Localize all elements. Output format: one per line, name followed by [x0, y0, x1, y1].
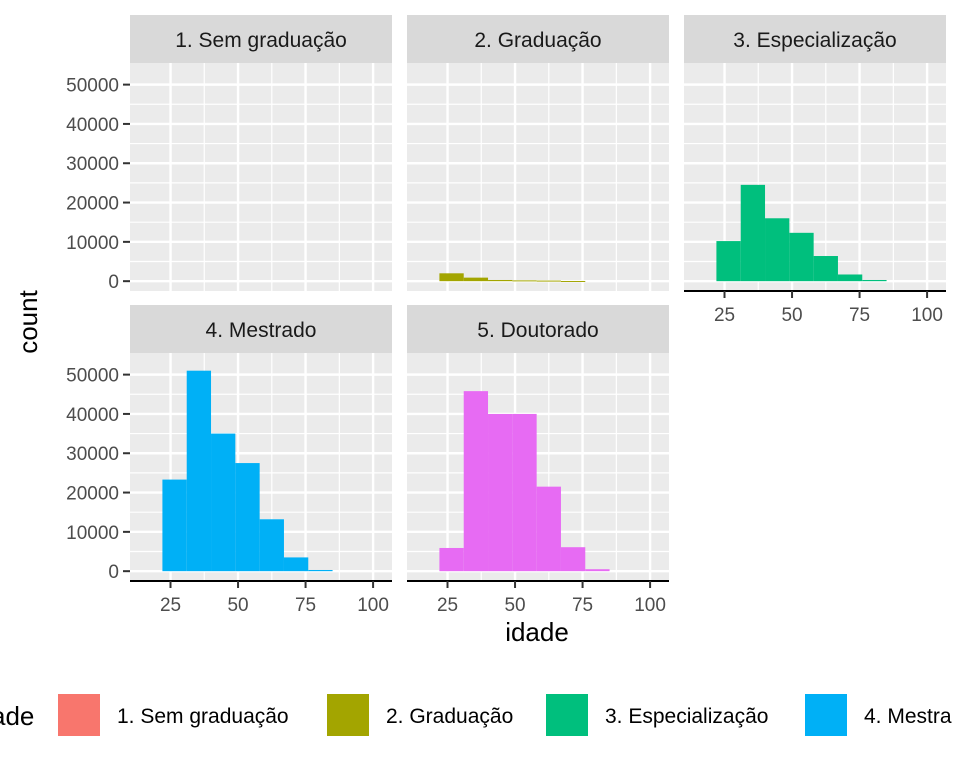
x-tick-label: 100 — [634, 595, 666, 616]
x-tick-label: 25 — [714, 305, 735, 326]
histogram-bar — [536, 280, 561, 282]
histogram-bar — [837, 274, 863, 282]
histogram-bar — [765, 218, 790, 282]
facet-strip — [130, 305, 392, 353]
histogram-bar — [463, 277, 489, 282]
histogram-bar — [439, 273, 464, 282]
facet-strip — [130, 15, 392, 63]
histogram-bar — [813, 256, 838, 282]
facet-strip-label: 4. Mestrado — [206, 319, 317, 342]
y-tick-label: 10000 — [66, 523, 119, 544]
histogram-bar — [488, 413, 513, 572]
legend-key-swatch — [58, 694, 100, 736]
x-tick-label: 75 — [849, 305, 870, 326]
histogram-bar — [235, 463, 260, 572]
y-tick-label: 0 — [108, 272, 119, 293]
facet-strip — [407, 15, 669, 63]
y-tick-label: 50000 — [66, 366, 119, 387]
x-tick-label: 100 — [911, 305, 943, 326]
legend-key-swatch — [546, 694, 588, 736]
histogram-bar — [862, 279, 887, 282]
histogram-bar — [439, 547, 464, 572]
legend-key-swatch — [805, 694, 847, 736]
histogram-bar — [716, 241, 741, 282]
histogram-bar — [512, 280, 537, 282]
x-tick-label: 75 — [572, 595, 593, 616]
x-tick-label: 75 — [295, 595, 316, 616]
x-tick-label: 50 — [504, 595, 525, 616]
histogram-bar — [512, 413, 537, 572]
x-tick-label: 50 — [227, 595, 248, 616]
x-tick-label: 100 — [357, 595, 389, 616]
facet-panel: 1. Sem graduação 0 10000 20000 30000 40000 500… — [66, 15, 392, 293]
x-tick-label: 25 — [437, 595, 458, 616]
y-tick-label: 20000 — [66, 194, 119, 215]
y-tick-label: 30000 — [66, 154, 119, 175]
legend-item-label: 3. Especialização — [605, 705, 768, 728]
histogram-bar — [259, 519, 284, 572]
facet-strip-label: 3. Especialização — [733, 29, 896, 52]
histogram-bar — [186, 370, 212, 572]
histogram-bar — [162, 479, 187, 572]
x-axis-title: idade — [505, 617, 569, 647]
x-tick-label: 50 — [781, 305, 802, 326]
facet-strip-label: 1. Sem graduação — [175, 29, 347, 52]
y-tick-label: 30000 — [66, 444, 119, 465]
histogram-bar — [211, 433, 236, 572]
histogram-bar — [585, 569, 610, 572]
facet-strip — [684, 15, 946, 63]
histogram-bar — [536, 486, 561, 572]
y-tick-label: 40000 — [66, 115, 119, 136]
facet-strip — [407, 305, 669, 353]
legend-item-label: 1. Sem graduação — [117, 705, 289, 728]
legend: 1. Sem graduação 2. Graduação 3. Especiali… — [58, 694, 952, 736]
facet-panels: 1. Sem graduação010000200003000040000500… — [66, 15, 946, 616]
histogram-bar — [463, 391, 489, 572]
x-tick-label: 25 — [160, 595, 181, 616]
facet-strip-label: 2. Graduação — [474, 29, 601, 52]
y-axis-title: count — [13, 289, 43, 353]
legend-title: ade — [0, 701, 34, 731]
histogram-bar — [740, 184, 766, 282]
histogram-bar — [308, 569, 333, 572]
histogram-bar — [488, 279, 513, 282]
y-tick-label: 40000 — [66, 405, 119, 426]
facet-panel: 5. Doutorado 25 50 75 100 — [407, 305, 669, 616]
panel-background — [407, 63, 669, 291]
facet-panel: 4. Mestrado 0 10000 20000 30000 40000 50000 25 5… — [66, 305, 392, 616]
legend-key-swatch — [327, 694, 369, 736]
legend-item-label: 2. Graduação — [386, 705, 513, 728]
histogram-bar — [560, 547, 586, 572]
histogram-bar — [283, 557, 309, 572]
histogram-bar — [789, 232, 814, 282]
panel-background — [130, 63, 392, 291]
facet-panel: 2. Graduação — [407, 15, 669, 291]
y-tick-label: 20000 — [66, 484, 119, 505]
histogram-bar — [560, 280, 586, 282]
legend-item-label: 4. Mestra — [864, 705, 952, 728]
facet-panel: 3. Especialização 25 50 75 100 — [684, 15, 946, 326]
facet-strip-label: 5. Doutorado — [477, 319, 598, 342]
y-tick-label: 10000 — [66, 233, 119, 254]
y-tick-label: 50000 — [66, 76, 119, 97]
y-tick-label: 0 — [108, 562, 119, 583]
